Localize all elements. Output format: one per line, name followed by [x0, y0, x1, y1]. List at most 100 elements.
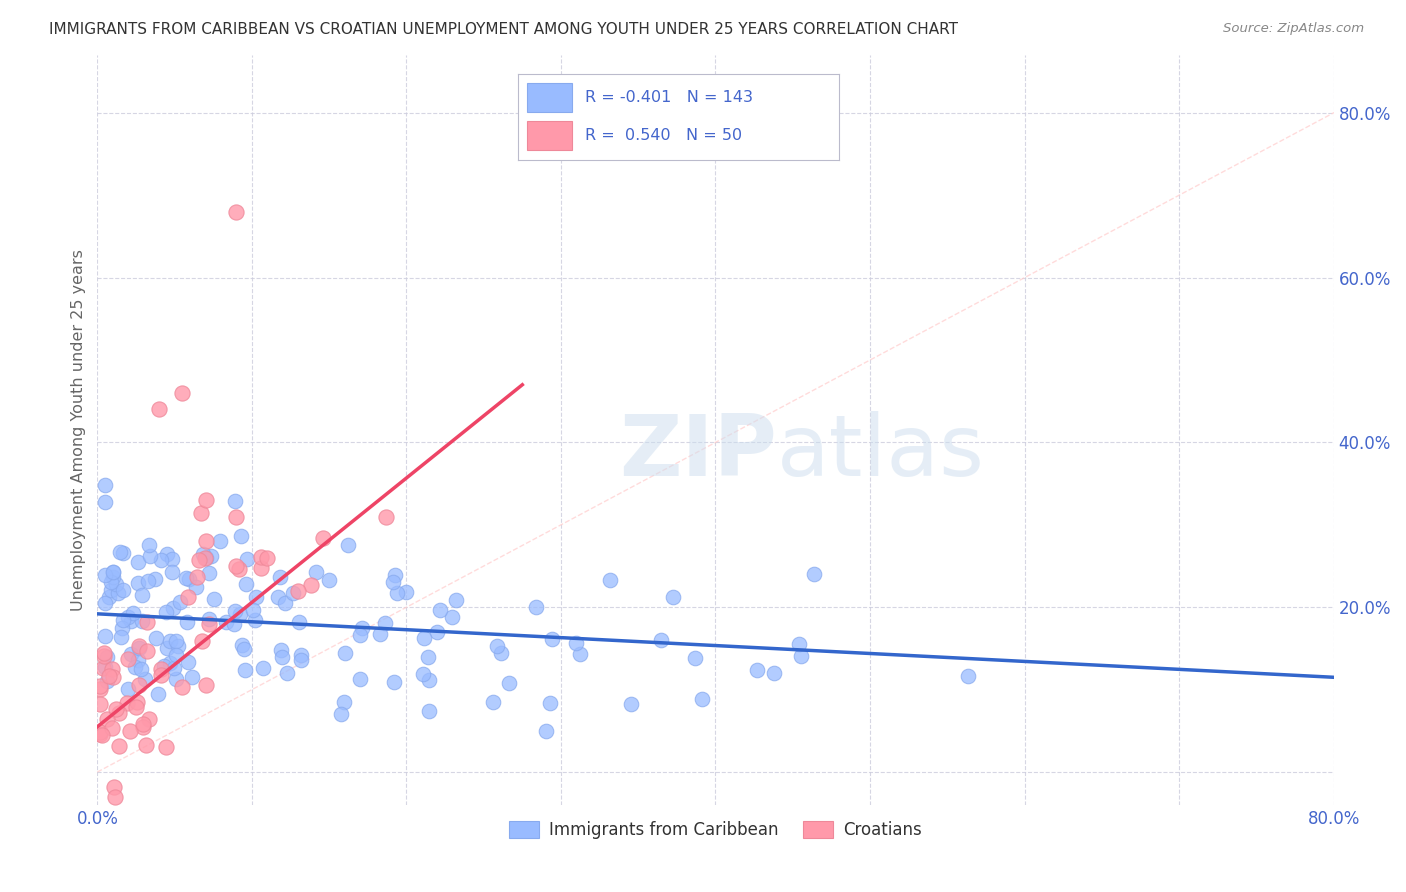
Point	[224, 494, 246, 508]
Point	[195, 677, 218, 691]
Text: Source: ZipAtlas.com: Source: ZipAtlas.com	[1223, 22, 1364, 36]
Point	[191, 634, 214, 648]
Point	[146, 687, 169, 701]
Point	[97, 669, 120, 683]
Point	[266, 590, 288, 604]
Point	[312, 531, 335, 545]
Point	[763, 666, 786, 681]
Point	[160, 565, 183, 579]
Point	[138, 712, 160, 726]
Point	[150, 662, 173, 676]
Point	[111, 582, 134, 597]
Point	[245, 590, 267, 604]
Y-axis label: Unemployment Among Youth under 25 years: Unemployment Among Youth under 25 years	[72, 249, 86, 611]
Point	[350, 621, 373, 635]
Point	[93, 661, 115, 675]
Point	[136, 644, 159, 658]
Point	[128, 641, 150, 656]
Point	[568, 647, 591, 661]
Point	[94, 477, 117, 491]
Point	[194, 551, 217, 566]
Point	[177, 656, 200, 670]
Point	[138, 538, 160, 552]
Point	[148, 402, 170, 417]
Point	[745, 663, 768, 677]
Point	[198, 612, 221, 626]
Point	[112, 547, 135, 561]
Point	[89, 725, 111, 739]
Point	[129, 662, 152, 676]
Point	[541, 632, 564, 646]
Point	[243, 613, 266, 627]
Point	[787, 637, 810, 651]
Point	[101, 669, 124, 683]
Point	[429, 603, 451, 617]
Point	[101, 662, 124, 676]
Point	[172, 386, 194, 401]
Point	[156, 640, 179, 655]
Point	[270, 643, 292, 657]
Point	[104, 789, 127, 804]
Point	[194, 534, 217, 549]
Point	[198, 566, 221, 580]
Point	[290, 653, 312, 667]
Point	[165, 633, 187, 648]
Text: atlas: atlas	[778, 411, 986, 494]
Point	[498, 675, 520, 690]
Point	[91, 729, 114, 743]
Point	[176, 615, 198, 629]
Point	[93, 649, 115, 664]
Point	[180, 670, 202, 684]
Point	[418, 704, 440, 718]
Point	[790, 648, 813, 663]
Point	[131, 588, 153, 602]
Point	[418, 673, 440, 688]
Point	[94, 660, 117, 674]
Point	[233, 642, 256, 657]
Point	[318, 573, 340, 587]
Point	[127, 695, 149, 709]
Point	[117, 652, 139, 666]
Point	[274, 596, 297, 610]
Point	[224, 604, 246, 618]
Point	[149, 668, 172, 682]
Text: ZIP: ZIP	[620, 411, 778, 494]
Point	[287, 583, 309, 598]
Point	[186, 570, 208, 584]
Point	[101, 565, 124, 579]
Point	[167, 639, 190, 653]
Point	[136, 615, 159, 629]
Point	[159, 634, 181, 648]
Point	[120, 723, 142, 738]
Point	[534, 723, 557, 738]
Point	[957, 668, 980, 682]
Point	[440, 609, 463, 624]
Point	[128, 678, 150, 692]
Point	[101, 721, 124, 735]
Point	[89, 682, 111, 697]
Point	[249, 549, 271, 564]
Point	[172, 680, 194, 694]
Point	[89, 679, 111, 693]
Text: IMMIGRANTS FROM CARIBBEAN VS CROATIAN UNEMPLOYMENT AMONG YOUTH UNDER 25 YEARS CO: IMMIGRANTS FROM CARIBBEAN VS CROATIAN UN…	[49, 22, 959, 37]
Point	[100, 574, 122, 589]
Point	[96, 650, 118, 665]
Point	[683, 650, 706, 665]
Point	[283, 586, 305, 600]
Point	[145, 632, 167, 646]
Point	[375, 510, 398, 524]
Point	[127, 576, 149, 591]
Point	[94, 596, 117, 610]
Point	[135, 738, 157, 752]
Point	[110, 545, 132, 559]
Point	[115, 696, 138, 710]
Point	[174, 571, 197, 585]
Point	[94, 495, 117, 509]
Point	[224, 617, 246, 632]
Point	[225, 509, 247, 524]
Point	[349, 672, 371, 686]
Point	[188, 553, 211, 567]
Point	[333, 695, 356, 709]
Point	[149, 553, 172, 567]
Point	[93, 646, 115, 660]
